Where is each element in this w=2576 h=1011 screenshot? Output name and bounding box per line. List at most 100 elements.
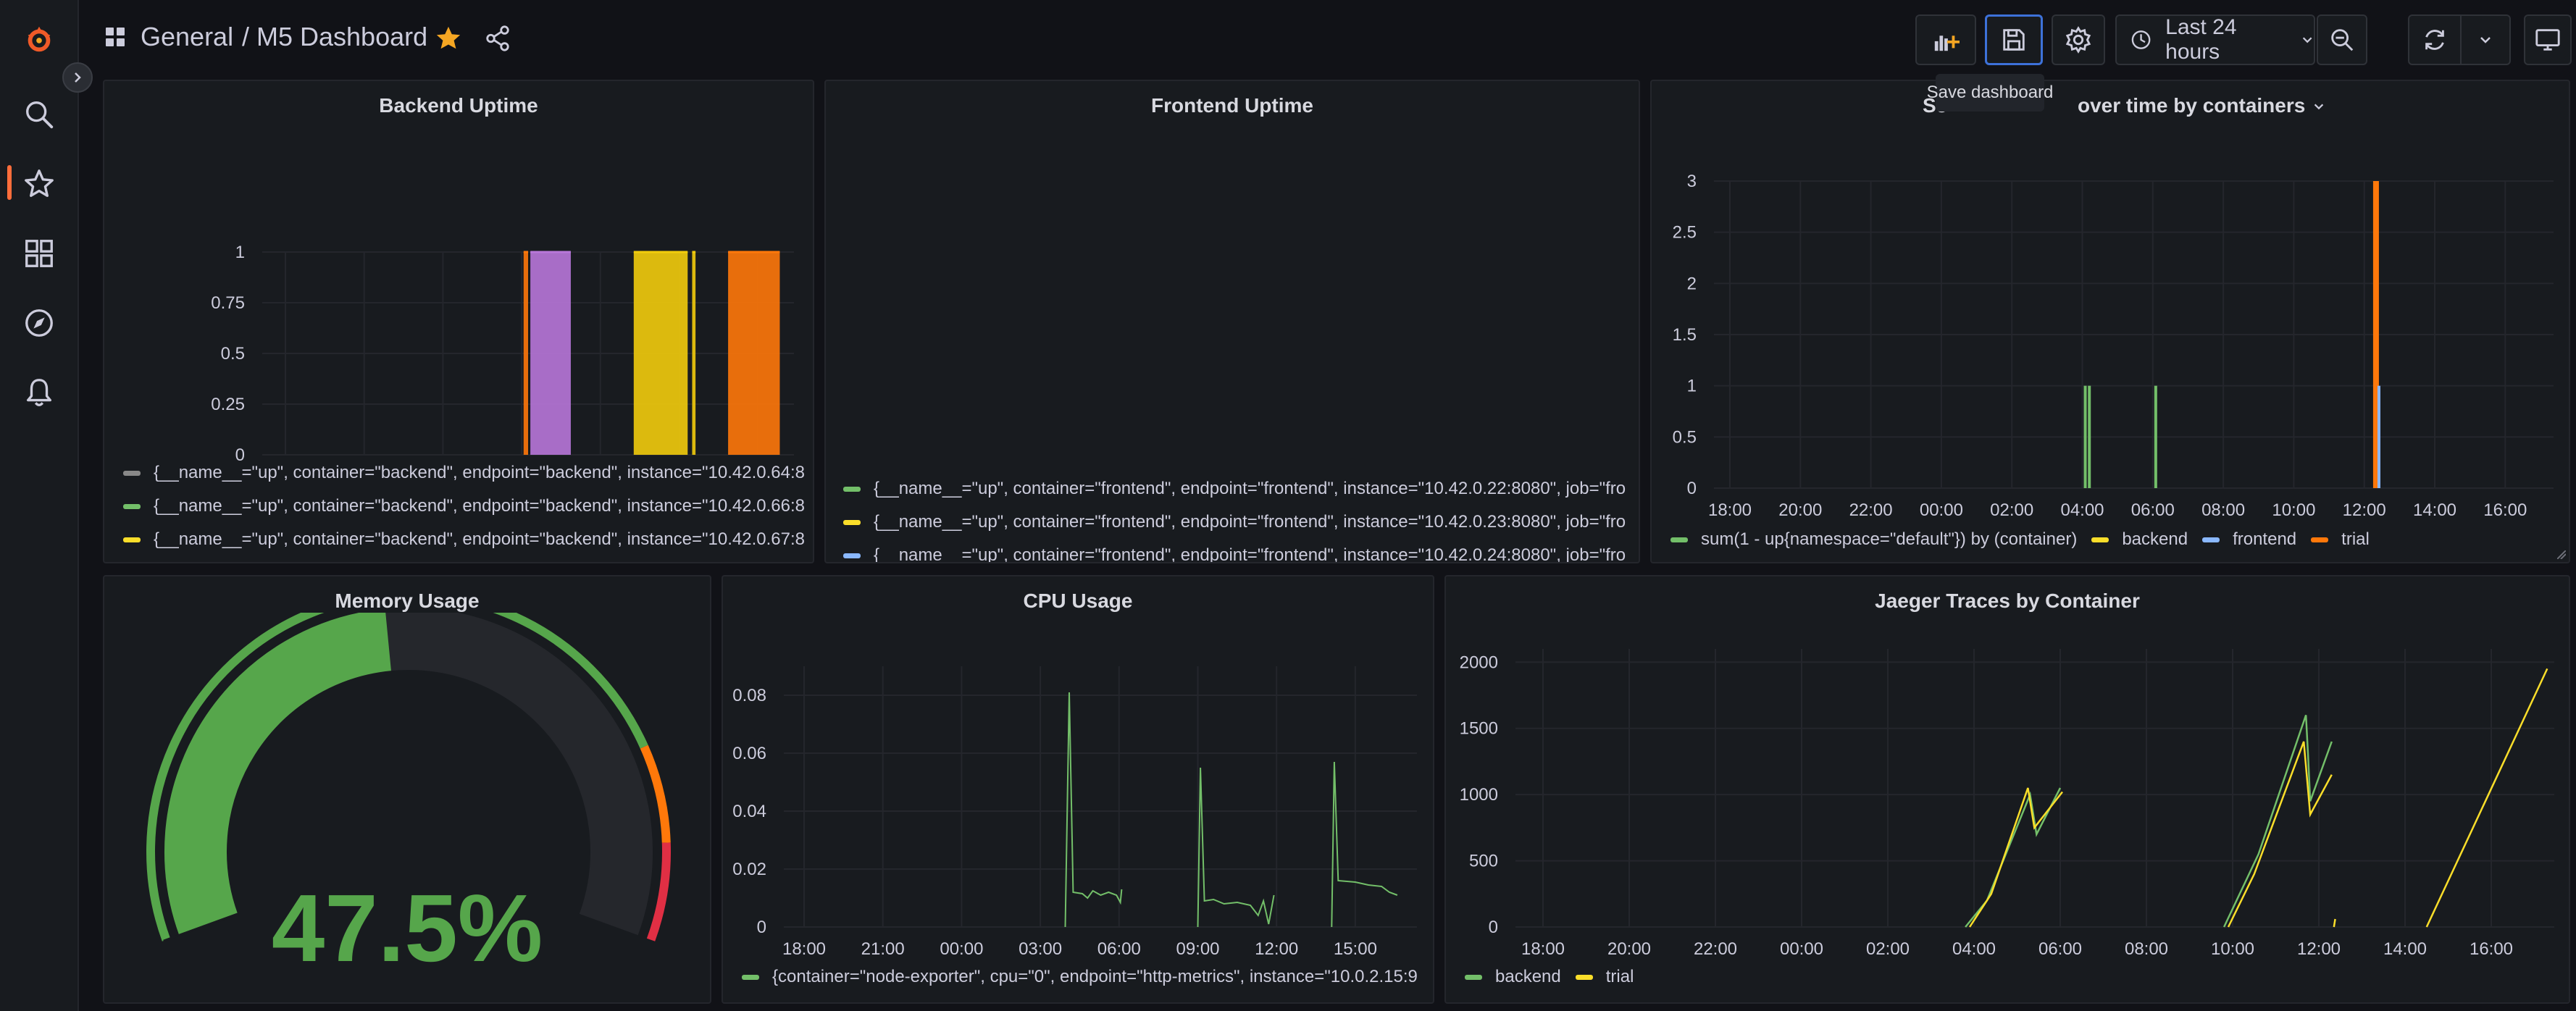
legend-item[interactable]: {__name__="up", container="frontend", en… [843, 472, 1633, 506]
star-icon[interactable] [16, 161, 62, 207]
legend-swatch [2202, 537, 2220, 542]
y-tick-label: 0.06 [732, 744, 766, 763]
backend-uptime-chart: 00.250.50.75118:0021:0000:0003:0006:0009… [211, 243, 794, 465]
legend-swatch [1670, 537, 1688, 542]
legend-item[interactable]: frontend [2202, 529, 2296, 550]
x-tick-label: 10:00 [2211, 939, 2254, 959]
x-tick-label: 06:00 [2038, 939, 2082, 959]
legend-label: {__name__="up", container="frontend", en… [874, 479, 1626, 498]
y-tick-label: 2000 [1460, 653, 1498, 672]
legend-item[interactable]: {__name__="up", container="backend", end… [123, 456, 807, 490]
legend-swatch [843, 519, 861, 525]
legend-item[interactable]: backend [2091, 529, 2188, 550]
zoom-out-button[interactable] [2317, 14, 2367, 65]
legend-item[interactable]: trial [1575, 967, 1634, 987]
legend-item[interactable]: {__name__="up", container="backend", end… [123, 523, 807, 556]
legend-swatch [2311, 537, 2329, 542]
expand-sidebar-button[interactable] [62, 62, 93, 93]
chevron-down-icon [2302, 37, 2312, 43]
legend-item[interactable]: {container="node-exporter", cpu="0", end… [742, 960, 1430, 994]
panel-title[interactable]: Frontend Uptime [1151, 94, 1313, 117]
x-tick-label: 06:00 [1097, 939, 1141, 959]
y-tick-label: 1000 [1460, 785, 1498, 805]
gear-icon [2065, 26, 2091, 54]
breadcrumb-dashboard-title[interactable]: / M5 Dashboard [242, 22, 428, 51]
refresh-button[interactable] [2408, 14, 2511, 65]
panel-title[interactable]: Jaeger Traces by Container [1875, 590, 2140, 612]
x-tick-label: 00:00 [1780, 939, 1823, 959]
dashboards-grid-icon[interactable] [16, 230, 62, 277]
legend-label: sum(1 - up{namespace="default"}) by (con… [1701, 529, 2078, 549]
save-dashboard-tooltip: Save dashboard [1927, 74, 2053, 112]
y-tick-label: 1500 [1460, 719, 1498, 739]
legend-label: frontend [2233, 529, 2297, 549]
refresh-icon [2409, 26, 2460, 54]
tv-mode-button[interactable] [2524, 14, 2572, 65]
legend-swatch [1575, 974, 1593, 980]
panel-title[interactable]: Memory Usage [335, 590, 480, 612]
uptime-bar [530, 252, 571, 455]
sidebar-active-indicator [7, 165, 12, 200]
search-icon[interactable] [16, 91, 62, 138]
series-line [2333, 918, 2336, 928]
legend: backend trial [1465, 960, 2551, 994]
y-tick-label: 3 [1687, 172, 1697, 191]
grafana-logo-icon[interactable] [16, 16, 62, 62]
series-line [1965, 787, 2062, 928]
uptime-bar [728, 252, 780, 455]
dashboard-settings-button[interactable] [2052, 14, 2105, 65]
chevron-down-icon[interactable] [2462, 33, 2509, 47]
chevron-right-icon [75, 72, 81, 83]
x-tick-label: 22:00 [1694, 939, 1737, 959]
x-tick-label: 12:00 [1255, 939, 1298, 959]
share-icon[interactable] [484, 25, 511, 56]
x-tick-label: 02:00 [1990, 500, 2033, 520]
legend: {__name__="up", container="backend", end… [123, 456, 807, 562]
threshold-arc [146, 613, 648, 941]
legend-item[interactable]: sum(1 - up{namespace="default"}) by (con… [1670, 529, 2077, 550]
y-tick-label: 1.5 [1673, 325, 1697, 345]
legend-label: {container="node-exporter", cpu="0", end… [772, 967, 1418, 986]
x-tick-label: 20:00 [1607, 939, 1651, 959]
panel-title[interactable]: CPU Usage [1023, 590, 1133, 612]
series-line [2222, 714, 2333, 928]
panel-title-end: over time by containers [2078, 94, 2306, 117]
x-tick-label: 12:00 [2297, 939, 2341, 959]
x-tick-label: 22:00 [1849, 500, 1893, 520]
backend-uptime-panel: Backend Uptime 00.250.50.75118:0021:0000… [103, 80, 814, 563]
legend-item[interactable]: trial [2311, 529, 2370, 550]
legend-swatch [123, 503, 141, 509]
y-tick-label: 1 [1687, 377, 1697, 396]
x-tick-label: 00:00 [940, 939, 983, 959]
panel-title[interactable]: Backend Uptime [379, 94, 538, 117]
add-panel-button[interactable] [1915, 14, 1976, 65]
resize-handle-icon[interactable] [2557, 550, 2566, 559]
legend-item[interactable]: {__name__="up", container="frontend", en… [843, 539, 1633, 562]
time-range-picker[interactable]: Last 24 hours [2115, 14, 2315, 65]
service-down-panel: Se over time by containers 00.511.522.53… [1650, 80, 2570, 563]
legend-item[interactable]: {__name__="up", container="frontend", en… [843, 506, 1633, 539]
breadcrumb-folder[interactable]: General [141, 22, 234, 51]
uptime-bar [692, 252, 696, 455]
y-tick-label: 2 [1687, 274, 1697, 293]
legend-swatch [843, 486, 861, 492]
save-dashboard-button[interactable] [1985, 14, 2043, 65]
series-line [1968, 787, 2063, 928]
legend-item[interactable]: backend [1465, 967, 1561, 987]
dashboards-grid-icon [104, 26, 126, 51]
legend: {__name__="up", container="frontend", en… [843, 472, 1633, 562]
legend-label: backend [2122, 529, 2188, 549]
y-tick-label: 0 [1687, 479, 1697, 498]
x-tick-label: 06:00 [2131, 500, 2175, 520]
threshold-arc [646, 842, 671, 941]
add-panel-icon [1934, 35, 1960, 51]
favorite-star-icon[interactable] [435, 25, 462, 56]
legend-item[interactable]: {__name__="up", container="backend", end… [123, 490, 807, 523]
spike-bar [2088, 385, 2091, 488]
y-tick-label: 0.5 [1673, 427, 1697, 447]
legend-item[interactable]: {__name__="up", container="backend", end… [123, 556, 807, 562]
x-tick-label: 14:00 [2413, 500, 2456, 520]
explore-compass-icon[interactable] [16, 300, 62, 346]
alerting-bell-icon[interactable] [16, 369, 62, 416]
memory-usage-panel: Memory Usage 47.5% [103, 575, 711, 1004]
